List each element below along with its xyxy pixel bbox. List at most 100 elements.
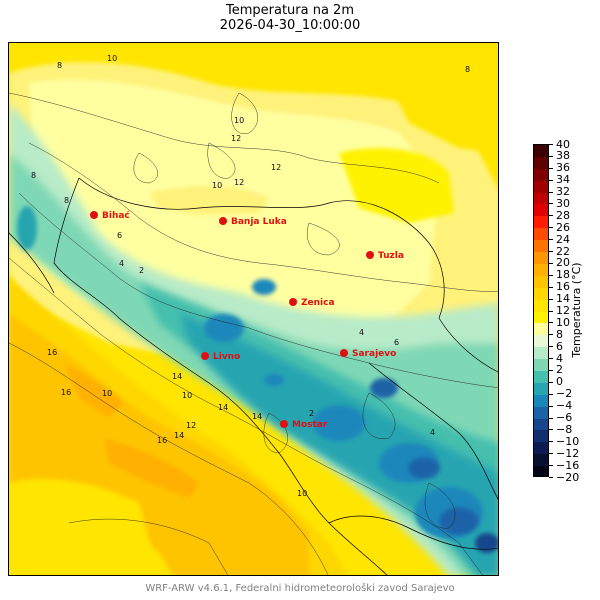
map-title: Temperatura na 2m 2026-04-30_10:00:00 (0, 3, 580, 33)
colorbar-tick-label: 8 (556, 327, 563, 341)
contour-label: 14 (174, 431, 184, 440)
colorbar-segment (534, 370, 548, 384)
colorbar-segment (534, 347, 548, 360)
contour-lines (9, 92, 498, 575)
colorbar-tick (549, 191, 553, 193)
city-label: Zenica (301, 298, 335, 308)
contour-label: 8 (465, 65, 470, 74)
colorbar-tick (549, 144, 553, 145)
colorbar-tick (549, 239, 553, 241)
colorbar-tick-label: 24 (556, 232, 570, 246)
colorbar-tick (549, 215, 553, 217)
colorbar-tick (549, 334, 553, 336)
contour-label: 16 (47, 348, 57, 357)
contour-label: 16 (61, 388, 71, 397)
city-label: Sarajevo (352, 349, 396, 359)
city-label: Bihać (102, 210, 130, 221)
colorbar-tick (549, 346, 553, 348)
colorbar-tick (549, 167, 553, 169)
colorbar-segment (534, 418, 548, 432)
contour-label: 12 (271, 163, 281, 172)
colorbar-segment (534, 145, 548, 158)
colorbar-tick (549, 441, 553, 443)
colorbar-tick-label: 16 (556, 280, 570, 294)
colorbar-tick (549, 310, 553, 312)
colorbar-tick-label: 36 (556, 161, 570, 175)
footer-credit: WRF-ARW v4.6.1, Federalni hidrometeorolo… (145, 583, 455, 594)
colorbar-tick (549, 453, 553, 455)
colorbar-tick (549, 358, 553, 360)
city-markers: Bihać Banja Luka Tuzla Zenica Sarajevo Livno M… (90, 210, 404, 430)
city-dot (90, 211, 98, 219)
colorbar-segment (534, 406, 548, 420)
colorbar-tick (549, 179, 553, 181)
colorbar-tick-label: 30 (556, 196, 570, 210)
colorbar-tick (549, 286, 553, 288)
colorbar-tick (549, 251, 553, 253)
colorbar-segment (534, 394, 548, 408)
colorbar-tick-label: −20 (556, 470, 580, 484)
city-dot (340, 349, 348, 357)
colorbar-tick (549, 203, 553, 205)
contour-label: 4 (119, 259, 124, 268)
colorbar-tick-label: 0 (556, 375, 563, 389)
colorbar-segment (534, 287, 548, 301)
contour-label: 10 (102, 389, 112, 398)
colorbar-segment (534, 299, 548, 313)
colorbar-tick-label: 22 (556, 244, 570, 258)
colorbar-tick (549, 381, 553, 383)
colorbar-segment (534, 359, 548, 372)
colorbar-tick (549, 298, 553, 300)
colorbar-segment (534, 216, 548, 229)
colorbar-tick (549, 227, 553, 229)
contour-label: 8 (57, 61, 62, 70)
zone-cold-spots (17, 206, 498, 553)
colorbar-segment (534, 442, 548, 455)
colorbar-tick (549, 393, 553, 395)
colorbar-segment (534, 454, 548, 467)
contour-label: 16 (157, 436, 167, 445)
border-lines (9, 177, 498, 575)
temperature-map: 8 10 10 12 12 10 12 8 8 6 4 2 16 16 14 10 10 14 16 14 14 12 10… (8, 42, 499, 576)
colorbar-tick-label: 38 (556, 149, 570, 163)
contour-label: 4 (430, 428, 435, 437)
colorbar-tick-label: 10 (556, 315, 570, 329)
colorbar-tick (549, 429, 553, 431)
colorbar-tick (549, 405, 553, 407)
colorbar-tick-label: −8 (556, 422, 573, 436)
contour-label: 8 (31, 171, 36, 180)
city-label: Banja Luka (231, 217, 287, 227)
city-label: Tuzla (378, 251, 404, 261)
contour-label: 6 (117, 231, 122, 240)
contour-label: 10 (234, 116, 244, 125)
colorbar-tick-label: −12 (556, 446, 580, 460)
colorbar-tick-label: 18 (556, 268, 570, 282)
contour-label: 14 (252, 412, 262, 421)
city-dot (366, 251, 374, 259)
colorbar-tick (549, 274, 553, 276)
colorbar-tick (549, 477, 553, 478)
colorbar-tick (549, 417, 553, 419)
colorbar-segment (534, 156, 548, 170)
city-marker: Mostar (280, 420, 328, 430)
colorbar-tick-label: 28 (556, 208, 570, 222)
contour-label: 10 (182, 391, 192, 400)
colorbar-segment (534, 430, 548, 443)
contour-label: 12 (186, 421, 196, 430)
city-dot (219, 217, 227, 225)
colorbar-segment (534, 263, 548, 277)
colorbar-tick-label: 32 (556, 185, 570, 199)
colorbar-segment (534, 275, 548, 289)
colorbar-tick (549, 369, 553, 371)
colorbar-tick (549, 155, 553, 157)
colorbar-tick (549, 262, 553, 264)
contour-label: 12 (234, 178, 244, 187)
contour-label: 2 (309, 409, 314, 418)
colorbar-segment (534, 168, 548, 182)
contour-label: 4 (359, 328, 364, 337)
colorbar-tick-label: 40 (556, 137, 570, 151)
colorbar-tick-label: −6 (556, 411, 573, 425)
colorbar-tick-label: 6 (556, 339, 563, 353)
temperature-colorbar (533, 144, 549, 477)
